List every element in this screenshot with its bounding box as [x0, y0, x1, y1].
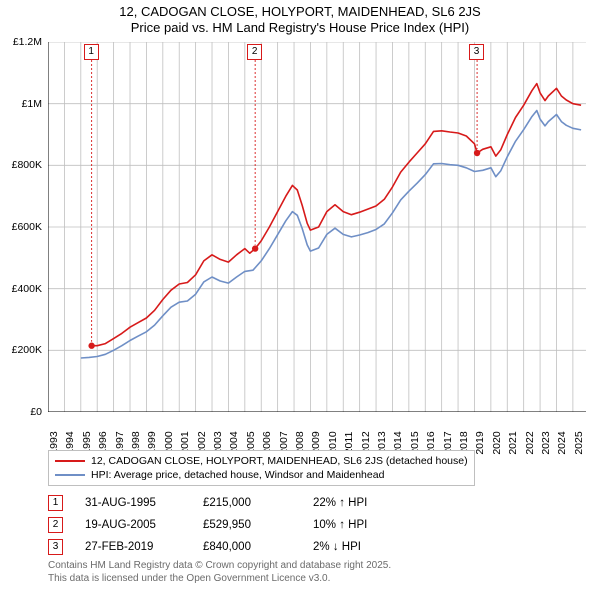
y-tick-label: £600K	[12, 221, 42, 233]
x-tick-label: 2021	[507, 431, 519, 454]
y-tick-label: £0	[30, 406, 42, 418]
sale-row-marker: 3	[48, 539, 63, 555]
sale-marker-flag: 1	[84, 44, 99, 60]
x-tick-label: 2024	[556, 431, 568, 454]
x-tick-label: 2020	[491, 431, 503, 454]
y-tick-label: £1M	[22, 98, 42, 110]
x-tick-label: 2019	[474, 431, 486, 454]
legend-label: HPI: Average price, detached house, Wind…	[91, 469, 384, 481]
chart-title-sub: Price paid vs. HM Land Registry's House …	[0, 20, 600, 35]
sale-row: 3 27-FEB-2019£840,0002% ↓ HPI	[48, 536, 403, 558]
footer-line1: Contains HM Land Registry data © Crown c…	[48, 560, 391, 573]
sale-row-marker: 2	[48, 517, 63, 533]
sale-row: 1 31-AUG-1995£215,00022% ↑ HPI	[48, 492, 403, 514]
sale-date: 19-AUG-2005	[85, 519, 203, 531]
sale-price: £215,000	[203, 497, 313, 509]
chart-title-main: 12, CADOGAN CLOSE, HOLYPORT, MAIDENHEAD,…	[0, 4, 600, 19]
sale-row-marker: 1	[48, 495, 63, 511]
sale-delta: 2% ↓ HPI	[313, 541, 403, 553]
sales-table: 1 31-AUG-1995£215,00022% ↑ HPI 2 19-AUG-200…	[48, 492, 403, 558]
legend: 12, CADOGAN CLOSE, HOLYPORT, MAIDENHEAD,…	[48, 450, 475, 486]
y-tick-label: £400K	[12, 283, 42, 295]
legend-swatch	[55, 460, 85, 462]
legend-row: HPI: Average price, detached house, Wind…	[55, 468, 468, 482]
x-tick-label: 2023	[540, 431, 552, 454]
footer-attribution: Contains HM Land Registry data © Crown c…	[48, 560, 391, 585]
legend-row: 12, CADOGAN CLOSE, HOLYPORT, MAIDENHEAD,…	[55, 454, 468, 468]
chart-plot-area: 1 2 3	[48, 42, 586, 412]
sale-delta: 10% ↑ HPI	[313, 519, 403, 531]
y-axis: £0£200K£400K£600K£800K£1M£1.2M	[0, 42, 44, 412]
sale-delta: 22% ↑ HPI	[313, 497, 403, 509]
y-tick-label: £800K	[12, 159, 42, 171]
footer-line2: This data is licensed under the Open Gov…	[48, 573, 391, 586]
sale-price: £840,000	[203, 541, 313, 553]
sale-date: 27-FEB-2019	[85, 541, 203, 553]
sale-row: 2 19-AUG-2005£529,95010% ↑ HPI	[48, 514, 403, 536]
sale-marker-flag: 3	[469, 44, 484, 60]
legend-swatch	[55, 474, 85, 476]
y-tick-label: £200K	[12, 344, 42, 356]
sale-price: £529,950	[203, 519, 313, 531]
x-tick-label: 2022	[524, 431, 536, 454]
y-tick-label: £1.2M	[13, 36, 42, 48]
sale-date: 31-AUG-1995	[85, 497, 203, 509]
legend-label: 12, CADOGAN CLOSE, HOLYPORT, MAIDENHEAD,…	[91, 455, 468, 467]
x-axis: 1993199419951996199719981999200020012002…	[48, 415, 586, 445]
x-tick-label: 2025	[573, 431, 585, 454]
sale-marker-flag: 2	[247, 44, 262, 60]
chart-svg	[48, 42, 586, 412]
